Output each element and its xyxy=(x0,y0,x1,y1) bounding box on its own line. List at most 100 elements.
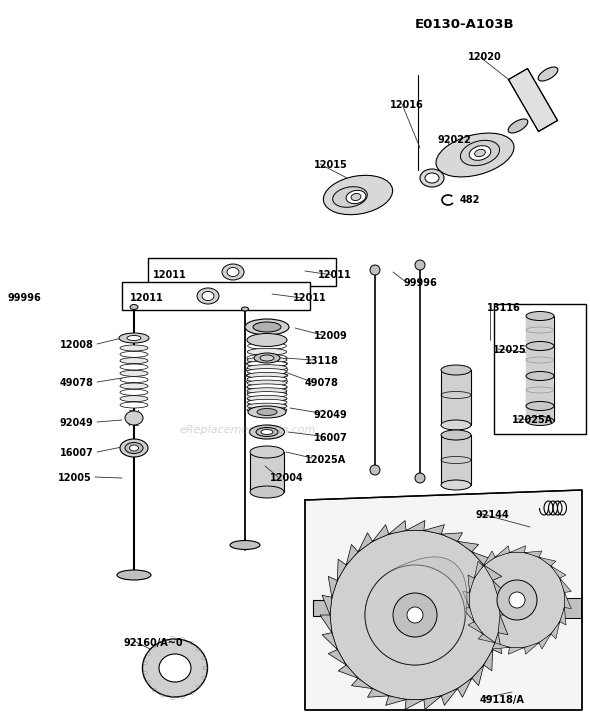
Ellipse shape xyxy=(117,570,151,580)
Ellipse shape xyxy=(129,445,139,451)
Ellipse shape xyxy=(256,427,278,437)
Ellipse shape xyxy=(120,377,148,383)
Ellipse shape xyxy=(247,361,287,367)
Ellipse shape xyxy=(247,399,287,405)
Bar xyxy=(441,370,471,425)
Ellipse shape xyxy=(245,319,289,335)
Text: 13116: 13116 xyxy=(487,303,521,313)
Ellipse shape xyxy=(436,133,514,177)
Ellipse shape xyxy=(247,390,287,396)
Text: 12025A: 12025A xyxy=(305,455,346,465)
Text: 12011: 12011 xyxy=(293,293,327,303)
Ellipse shape xyxy=(425,173,439,183)
Text: 12025: 12025 xyxy=(493,345,527,355)
Circle shape xyxy=(497,580,537,620)
Polygon shape xyxy=(352,678,372,689)
Polygon shape xyxy=(498,597,510,615)
Text: eReplacementParts.com: eReplacementParts.com xyxy=(179,425,316,435)
Ellipse shape xyxy=(248,342,286,349)
Ellipse shape xyxy=(125,443,143,453)
Polygon shape xyxy=(539,557,556,566)
Polygon shape xyxy=(441,533,463,542)
Ellipse shape xyxy=(254,353,280,363)
Ellipse shape xyxy=(441,365,471,375)
Ellipse shape xyxy=(247,407,287,413)
Ellipse shape xyxy=(247,380,287,386)
Ellipse shape xyxy=(508,119,528,133)
Ellipse shape xyxy=(227,267,239,277)
Ellipse shape xyxy=(120,402,148,408)
Text: 12009: 12009 xyxy=(314,331,348,341)
Polygon shape xyxy=(484,650,493,671)
Polygon shape xyxy=(338,665,358,678)
Text: 13118: 13118 xyxy=(305,356,339,366)
Ellipse shape xyxy=(351,193,361,201)
Circle shape xyxy=(469,552,565,648)
Ellipse shape xyxy=(526,401,554,411)
Text: 12011: 12011 xyxy=(318,270,352,280)
Ellipse shape xyxy=(143,639,208,697)
Polygon shape xyxy=(386,696,406,705)
Ellipse shape xyxy=(257,409,277,415)
Text: 49078: 49078 xyxy=(305,378,339,388)
Bar xyxy=(494,304,586,434)
Text: 49078: 49078 xyxy=(60,378,94,388)
Polygon shape xyxy=(493,632,502,653)
Polygon shape xyxy=(368,689,389,697)
Polygon shape xyxy=(305,490,582,710)
Text: E0130-A103B: E0130-A103B xyxy=(415,18,514,31)
Ellipse shape xyxy=(250,446,284,458)
Circle shape xyxy=(365,565,465,665)
Ellipse shape xyxy=(247,348,287,355)
Ellipse shape xyxy=(159,654,191,682)
Bar xyxy=(563,598,581,618)
Ellipse shape xyxy=(441,480,471,490)
Text: 92144: 92144 xyxy=(476,510,510,520)
Polygon shape xyxy=(468,575,474,593)
Bar xyxy=(122,282,310,310)
Text: 92022: 92022 xyxy=(437,135,471,145)
Ellipse shape xyxy=(420,169,444,187)
Ellipse shape xyxy=(247,376,287,382)
Ellipse shape xyxy=(197,288,219,304)
Polygon shape xyxy=(509,648,525,654)
Ellipse shape xyxy=(247,378,287,385)
Text: 92160/A~0: 92160/A~0 xyxy=(123,638,183,648)
Text: 12020: 12020 xyxy=(468,52,502,62)
Polygon shape xyxy=(498,615,508,635)
Ellipse shape xyxy=(120,383,148,389)
Ellipse shape xyxy=(247,388,287,393)
Text: 99996: 99996 xyxy=(403,278,437,288)
Ellipse shape xyxy=(261,430,273,435)
Polygon shape xyxy=(337,559,346,580)
Polygon shape xyxy=(539,634,551,649)
Ellipse shape xyxy=(127,336,141,341)
Ellipse shape xyxy=(247,384,287,390)
Circle shape xyxy=(370,265,380,275)
Polygon shape xyxy=(365,557,467,665)
Ellipse shape xyxy=(526,372,554,380)
Text: 92049: 92049 xyxy=(314,410,348,420)
Ellipse shape xyxy=(247,357,287,363)
Ellipse shape xyxy=(260,355,274,361)
Text: 99996: 99996 xyxy=(8,293,42,303)
Polygon shape xyxy=(565,593,571,609)
Ellipse shape xyxy=(346,191,366,204)
Polygon shape xyxy=(472,552,492,565)
Polygon shape xyxy=(478,634,495,643)
Ellipse shape xyxy=(526,311,554,321)
Ellipse shape xyxy=(333,187,368,207)
Ellipse shape xyxy=(130,305,138,310)
Text: 12016: 12016 xyxy=(390,100,424,110)
Circle shape xyxy=(393,593,437,637)
Polygon shape xyxy=(492,643,510,649)
Ellipse shape xyxy=(241,307,248,311)
Ellipse shape xyxy=(119,333,149,343)
Text: 12025A: 12025A xyxy=(512,415,553,425)
Polygon shape xyxy=(509,69,558,131)
Polygon shape xyxy=(495,546,510,557)
Circle shape xyxy=(330,530,500,700)
Ellipse shape xyxy=(247,334,287,347)
Polygon shape xyxy=(328,576,337,597)
Polygon shape xyxy=(560,607,566,625)
